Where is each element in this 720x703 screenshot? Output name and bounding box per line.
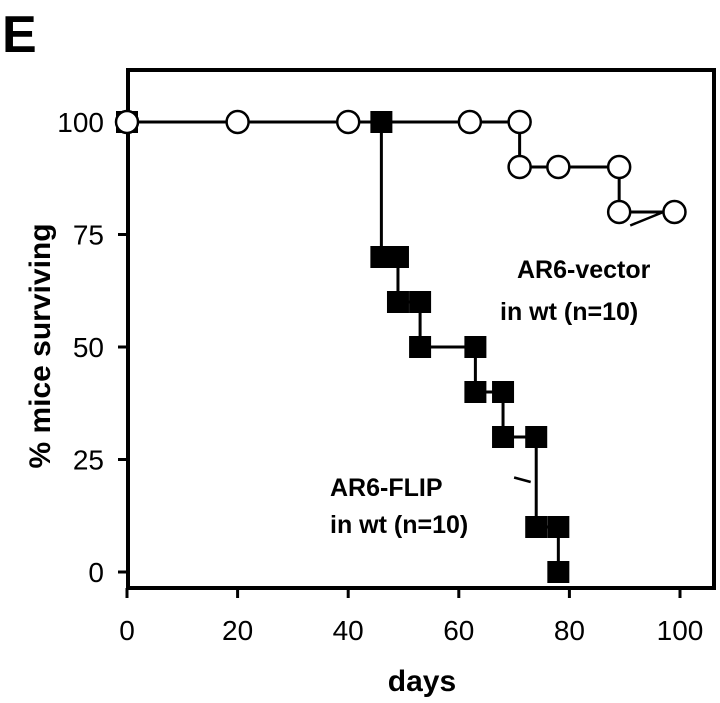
annotation-layer: AR6-vector in wt (n=10) AR6-FLIP in wt (… [330, 210, 664, 539]
series-1-point-7 [606, 154, 632, 180]
y-tick-label-25: 25 [73, 445, 104, 476]
y-tick-label-50: 50 [73, 332, 104, 363]
series-1-point-9 [662, 199, 687, 225]
series-1 [114, 109, 687, 225]
series-1-point-2 [335, 109, 361, 135]
series-0-point-14 [547, 561, 570, 583]
annotation-flip-line2: in wt (n=10) [330, 511, 468, 539]
series-1-point-5 [507, 154, 532, 180]
series-0-point-4 [386, 291, 409, 313]
y-tick-label-0: 0 [88, 557, 104, 588]
y-tick-label-100: 100 [57, 107, 104, 138]
x-tick-label-60: 60 [443, 615, 474, 646]
y-axis-title: % mice surviving [24, 223, 57, 468]
series-layer [114, 109, 687, 583]
x-tick-label-0: 0 [119, 615, 135, 646]
series-1-point-1 [225, 109, 250, 135]
y-axis: 0 25 50 75 100 [57, 107, 128, 588]
annotation-pointer-1 [513, 476, 532, 484]
series-0-point-10 [492, 426, 515, 448]
series-1-point-0 [114, 109, 140, 135]
annotation-flip-line1: AR6-FLIP [330, 474, 443, 502]
series-0-point-7 [464, 336, 487, 358]
series-0-point-6 [409, 336, 432, 358]
x-tick-label-80: 80 [554, 615, 585, 646]
x-tick-label-100: 100 [657, 615, 704, 646]
series-1-point-6 [546, 154, 571, 180]
x-axis: 0 20 40 60 80 100 [119, 588, 703, 646]
series-1-point-3 [457, 109, 483, 135]
series-0-point-9 [492, 381, 515, 403]
panel-letter: E [2, 6, 37, 64]
y-tick-label-75: 75 [73, 220, 104, 251]
series-0-line [127, 120, 560, 572]
annotation-vector-line2: in wt (n=10) [500, 298, 638, 326]
series-0-point-13 [547, 516, 570, 538]
x-tick-label-40: 40 [333, 615, 364, 646]
series-1-line [127, 120, 675, 214]
series-0-point-2 [370, 246, 393, 268]
annotation-pointer-0 [629, 210, 664, 227]
annotation-vector-line1: AR6-vector [517, 256, 651, 284]
plot-frame [126, 68, 716, 590]
x-axis-title: days [388, 665, 456, 698]
series-0-point-12 [525, 516, 548, 538]
series-0-point-3 [386, 246, 409, 268]
series-1-point-8 [606, 199, 632, 225]
series-0-point-11 [525, 426, 548, 448]
series-0-point-8 [464, 381, 487, 403]
series-1-point-4 [507, 109, 532, 135]
x-tick-label-20: 20 [222, 615, 253, 646]
series-0-point-5 [409, 291, 432, 313]
